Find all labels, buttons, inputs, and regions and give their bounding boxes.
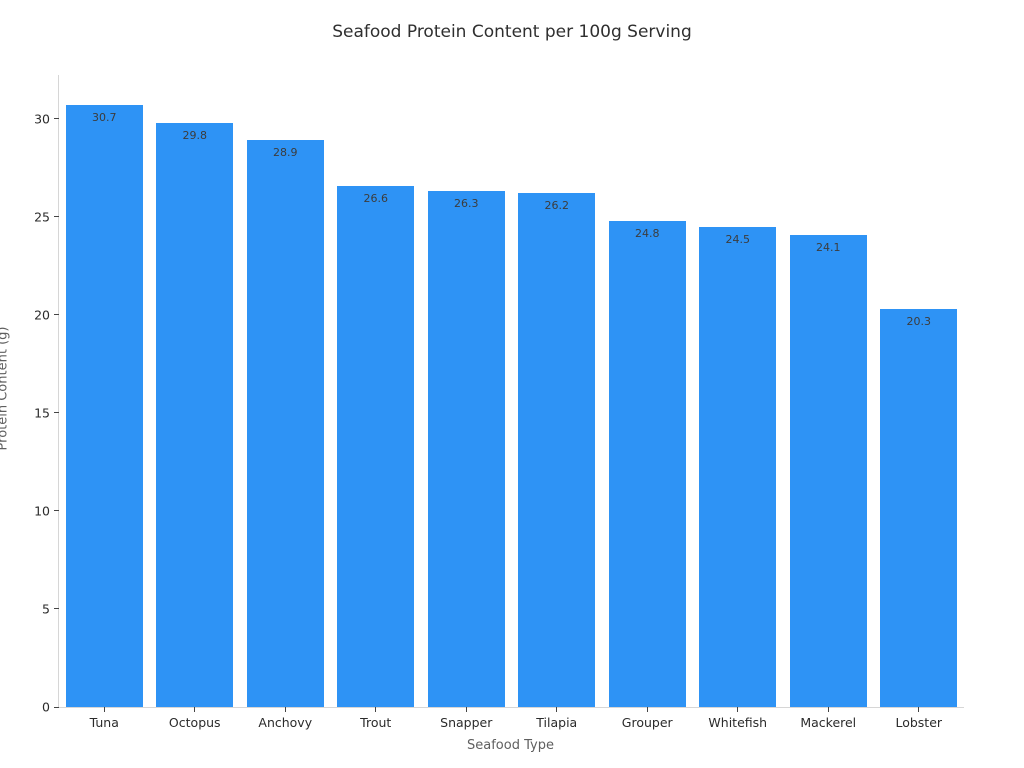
x-tick-label-trout: Trout (360, 715, 392, 730)
x-tick-mark (827, 707, 829, 712)
x-tick-label-lobster: Lobster (895, 715, 943, 730)
x-tick-mark (103, 707, 105, 712)
y-tick-label-15: 15 (34, 405, 50, 421)
bar-value-label: 28.9 (272, 146, 298, 160)
y-tick-label-0: 0 (42, 699, 50, 715)
x-tick-mark (646, 707, 648, 712)
chart-title: Seafood Protein Content per 100g Serving (332, 22, 692, 42)
bar-tilapia: 26.2 (518, 193, 596, 707)
y-tick-mark (54, 608, 59, 610)
x-tick-label-anchovy: Anchovy (258, 715, 313, 730)
plot-area: 30.7 Tuna 29.8 Octopus 28.9 Anchovy 26.6 Trout 2… (34, 75, 964, 730)
x-tick-label-whitefish: Whitefish (708, 715, 768, 730)
y-tick-mark (54, 118, 59, 120)
y-tick-label-10: 10 (34, 503, 50, 519)
x-tick-mark (556, 707, 558, 712)
x-tick-mark (918, 707, 920, 712)
y-tick-label-5: 5 (42, 601, 50, 617)
bar-tuna: 30.7 (65, 105, 143, 707)
bar-value-label: 24.5 (725, 232, 750, 246)
y-tick-label-30: 30 (34, 111, 50, 127)
x-tick-label-mackerel: Mackerel (800, 715, 857, 730)
bar-snapper: 26.3 (427, 191, 505, 707)
x-tick-mark (737, 707, 739, 712)
bar-trout: 26.6 (337, 185, 415, 707)
bar-octopus: 29.8 (156, 122, 234, 707)
x-tick-mark (284, 707, 286, 712)
bar-value-label: 26.3 (453, 197, 479, 211)
x-axis-title: Seafood Type (467, 738, 554, 753)
y-axis-title: Protein Content (g) (0, 326, 11, 451)
bar-value-label: 24.1 (815, 240, 841, 254)
y-tick-mark (54, 510, 59, 512)
x-tick-label-grouper: Grouper (621, 715, 673, 730)
x-tick-mark (194, 707, 196, 712)
bar-value-label: 30.7 (91, 111, 117, 125)
x-tick-mark (375, 707, 377, 712)
y-tick-label-25: 25 (34, 209, 50, 225)
x-tick-label-tuna: Tuna (89, 715, 119, 730)
bar-value-label: 29.8 (182, 128, 207, 142)
bar-value-label: 26.6 (363, 191, 388, 205)
y-tick-mark (54, 412, 59, 414)
x-tick-label-tilapia: Tilapia (536, 715, 578, 730)
bar-mackerel: 24.1 (789, 234, 867, 707)
y-tick-mark (54, 216, 59, 218)
bar-anchovy: 28.9 (246, 140, 324, 707)
x-tick-mark (465, 707, 467, 712)
bar-value-label: 26.2 (544, 199, 569, 213)
bar-grouper: 24.8 (608, 220, 686, 707)
bar-whitefish: 24.5 (699, 226, 777, 707)
y-tick-mark (54, 314, 59, 316)
bar-value-label: 24.8 (634, 226, 660, 240)
bar-value-label: 20.3 (906, 315, 931, 329)
y-tick-mark (54, 706, 59, 708)
y-tick-label-20: 20 (34, 307, 50, 323)
x-tick-label-octopus: Octopus (168, 715, 221, 730)
x-tick-label-snapper: Snapper (440, 715, 493, 730)
bar-lobster: 20.3 (880, 309, 958, 707)
